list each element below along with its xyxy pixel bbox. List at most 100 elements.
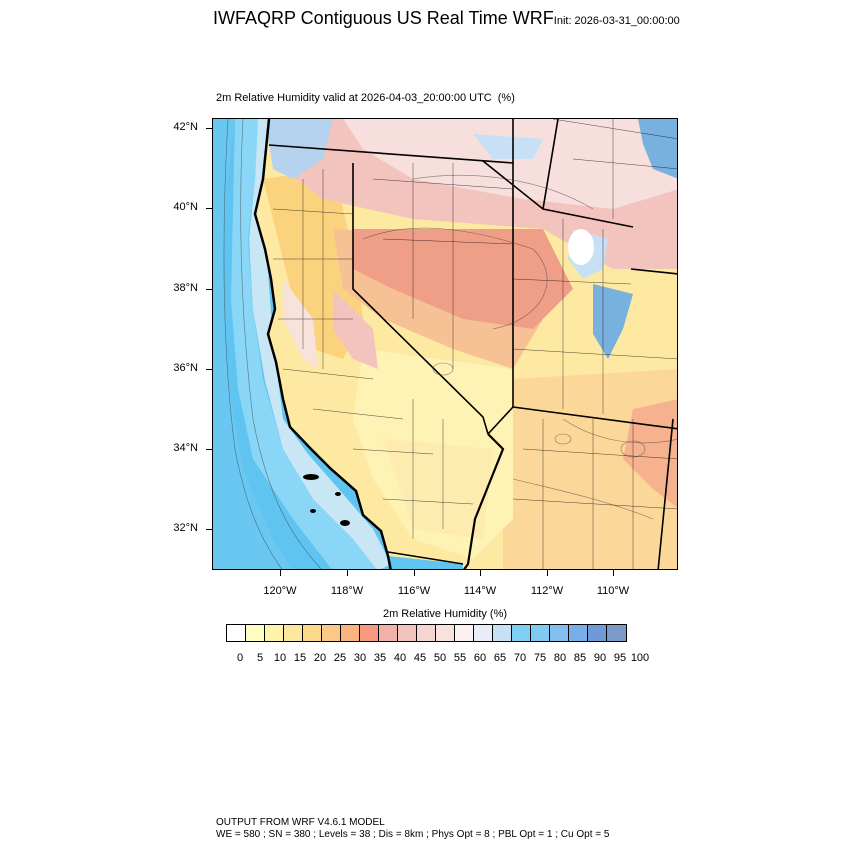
colorbar-swatch — [588, 625, 607, 641]
colorbar-swatch — [265, 625, 284, 641]
colorbar-swatch — [436, 625, 455, 641]
colorbar-label: 80 — [553, 652, 567, 664]
lon-tick — [347, 570, 348, 576]
colorbar-label: 25 — [333, 652, 347, 664]
colorbar-label: 40 — [393, 652, 407, 664]
humidity-contours — [223, 119, 677, 569]
colorbar-label: 60 — [473, 652, 487, 664]
mexico-border — [387, 551, 464, 565]
model-footer-line1: OUTPUT FROM WRF V4.6.1 MODEL — [216, 817, 385, 828]
lon-tick — [480, 570, 481, 576]
ocean-near-shore — [231, 119, 382, 569]
lon-label-116w: 116°W — [397, 585, 431, 597]
lat-label-36n: 36°N — [173, 362, 198, 374]
channel-island-4 — [310, 509, 316, 513]
lat-label-40n: 40°N — [173, 201, 198, 213]
lon-tick — [414, 570, 415, 576]
colorbar-label: 85 — [573, 652, 587, 664]
colorbar-swatch — [398, 625, 417, 641]
colorbar — [226, 624, 627, 642]
mojave-dry — [383, 439, 493, 539]
land-humidity-field — [213, 119, 677, 569]
lat-tick — [206, 529, 212, 530]
humidity-map — [212, 118, 678, 570]
colorbar-swatch — [607, 625, 626, 641]
colorbar-swatch — [246, 625, 265, 641]
main-title-text: IWFAQRP Contiguous US Real Time WRF — [213, 8, 554, 28]
ut-co-border — [630, 268, 677, 275]
colorbar-label: 95 — [613, 652, 627, 664]
colorbar-swatch — [569, 625, 588, 641]
az-nm-border — [657, 418, 674, 569]
lat-label-38n: 38°N — [173, 282, 198, 294]
plot-subtitle: 2m Relative Humidity valid at 2026-04-03… — [216, 92, 515, 104]
lat-label-32n: 32°N — [173, 522, 198, 534]
colorbar-label: 70 — [513, 652, 527, 664]
colorbar-swatch — [379, 625, 398, 641]
colorbar-label: 65 — [493, 652, 507, 664]
coast-range-pink — [283, 279, 318, 369]
channel-island-1 — [303, 474, 319, 480]
high-plateau-pale — [343, 119, 677, 209]
colorbar-label: 100 — [630, 652, 650, 664]
lat-tick — [206, 449, 212, 450]
lon-label-118w: 118°W — [330, 585, 364, 597]
model-footer: OUTPUT FROM WRF V4.6.1 MODEL WE = 580 ; … — [216, 817, 609, 841]
lat-tick — [206, 128, 212, 129]
wy-ut-border — [542, 119, 559, 210]
lat-label-34n: 34°N — [173, 442, 198, 454]
colorbar-label: 20 — [313, 652, 327, 664]
colorbar-label: 15 — [293, 652, 307, 664]
lon-label-120w: 120°W — [263, 585, 297, 597]
great-salt-lake — [568, 229, 594, 265]
nevada-salmon — [353, 229, 573, 329]
lon-label-110w: 110°W — [596, 585, 630, 597]
colorbar-swatch — [455, 625, 474, 641]
colorbar-swatch — [341, 625, 360, 641]
ca-az-border — [463, 433, 505, 569]
nv-az-border — [487, 406, 514, 435]
map-canvas — [213, 119, 677, 569]
wyoming-moist — [473, 134, 543, 159]
colorbar-swatch — [512, 625, 531, 641]
colorbar-label: 0 — [236, 652, 244, 664]
colorbar-swatch — [284, 625, 303, 641]
sierra-pink — [333, 289, 378, 369]
channel-island-2 — [335, 492, 341, 496]
ocean-far-shore — [213, 119, 292, 569]
init-time-label: Init: 2026-03-31_00:00:00 — [553, 15, 680, 27]
or-ca-border — [268, 144, 514, 164]
lon-tick — [547, 570, 548, 576]
county-lines — [272, 119, 677, 569]
channel-island-3 — [340, 520, 350, 526]
colorbar-label: 45 — [413, 652, 427, 664]
colorbar-swatch — [227, 625, 246, 641]
lon-tick — [280, 570, 281, 576]
lon-tick — [613, 570, 614, 576]
colorbar-swatch — [474, 625, 493, 641]
northern-california-moist — [265, 119, 333, 179]
colorbar-label: 5 — [256, 652, 264, 664]
colorbar-swatch — [550, 625, 569, 641]
ca-nv-border — [352, 163, 489, 435]
colorbar-swatch — [417, 625, 436, 641]
colorbar-swatch — [531, 625, 550, 641]
colorbar-swatch — [493, 625, 512, 641]
ut-az-border — [512, 406, 677, 430]
colorbar-swatch — [322, 625, 341, 641]
colorbar-label: 75 — [533, 652, 547, 664]
colorbar-label: 55 — [453, 652, 467, 664]
colorbar-label: 35 — [373, 652, 387, 664]
colorbar-swatch — [303, 625, 322, 641]
colorbar-label: 50 — [433, 652, 447, 664]
main-title: IWFAQRP Contiguous US Real Time WRFInit:… — [213, 8, 680, 29]
plot-unit: (%) — [497, 92, 515, 104]
model-footer-line2: WE = 580 ; SN = 380 ; Levels = 38 ; Dis … — [216, 829, 610, 840]
colorbar-label: 10 — [273, 652, 287, 664]
colorbar-label: 30 — [353, 652, 367, 664]
plot-subtitle-text: 2m Relative Humidity valid at 2026-04-03… — [216, 92, 492, 104]
lon-label-112w: 112°W — [530, 585, 564, 597]
coastline — [253, 119, 392, 569]
colorbar-swatch — [360, 625, 379, 641]
lat-tick — [206, 369, 212, 370]
